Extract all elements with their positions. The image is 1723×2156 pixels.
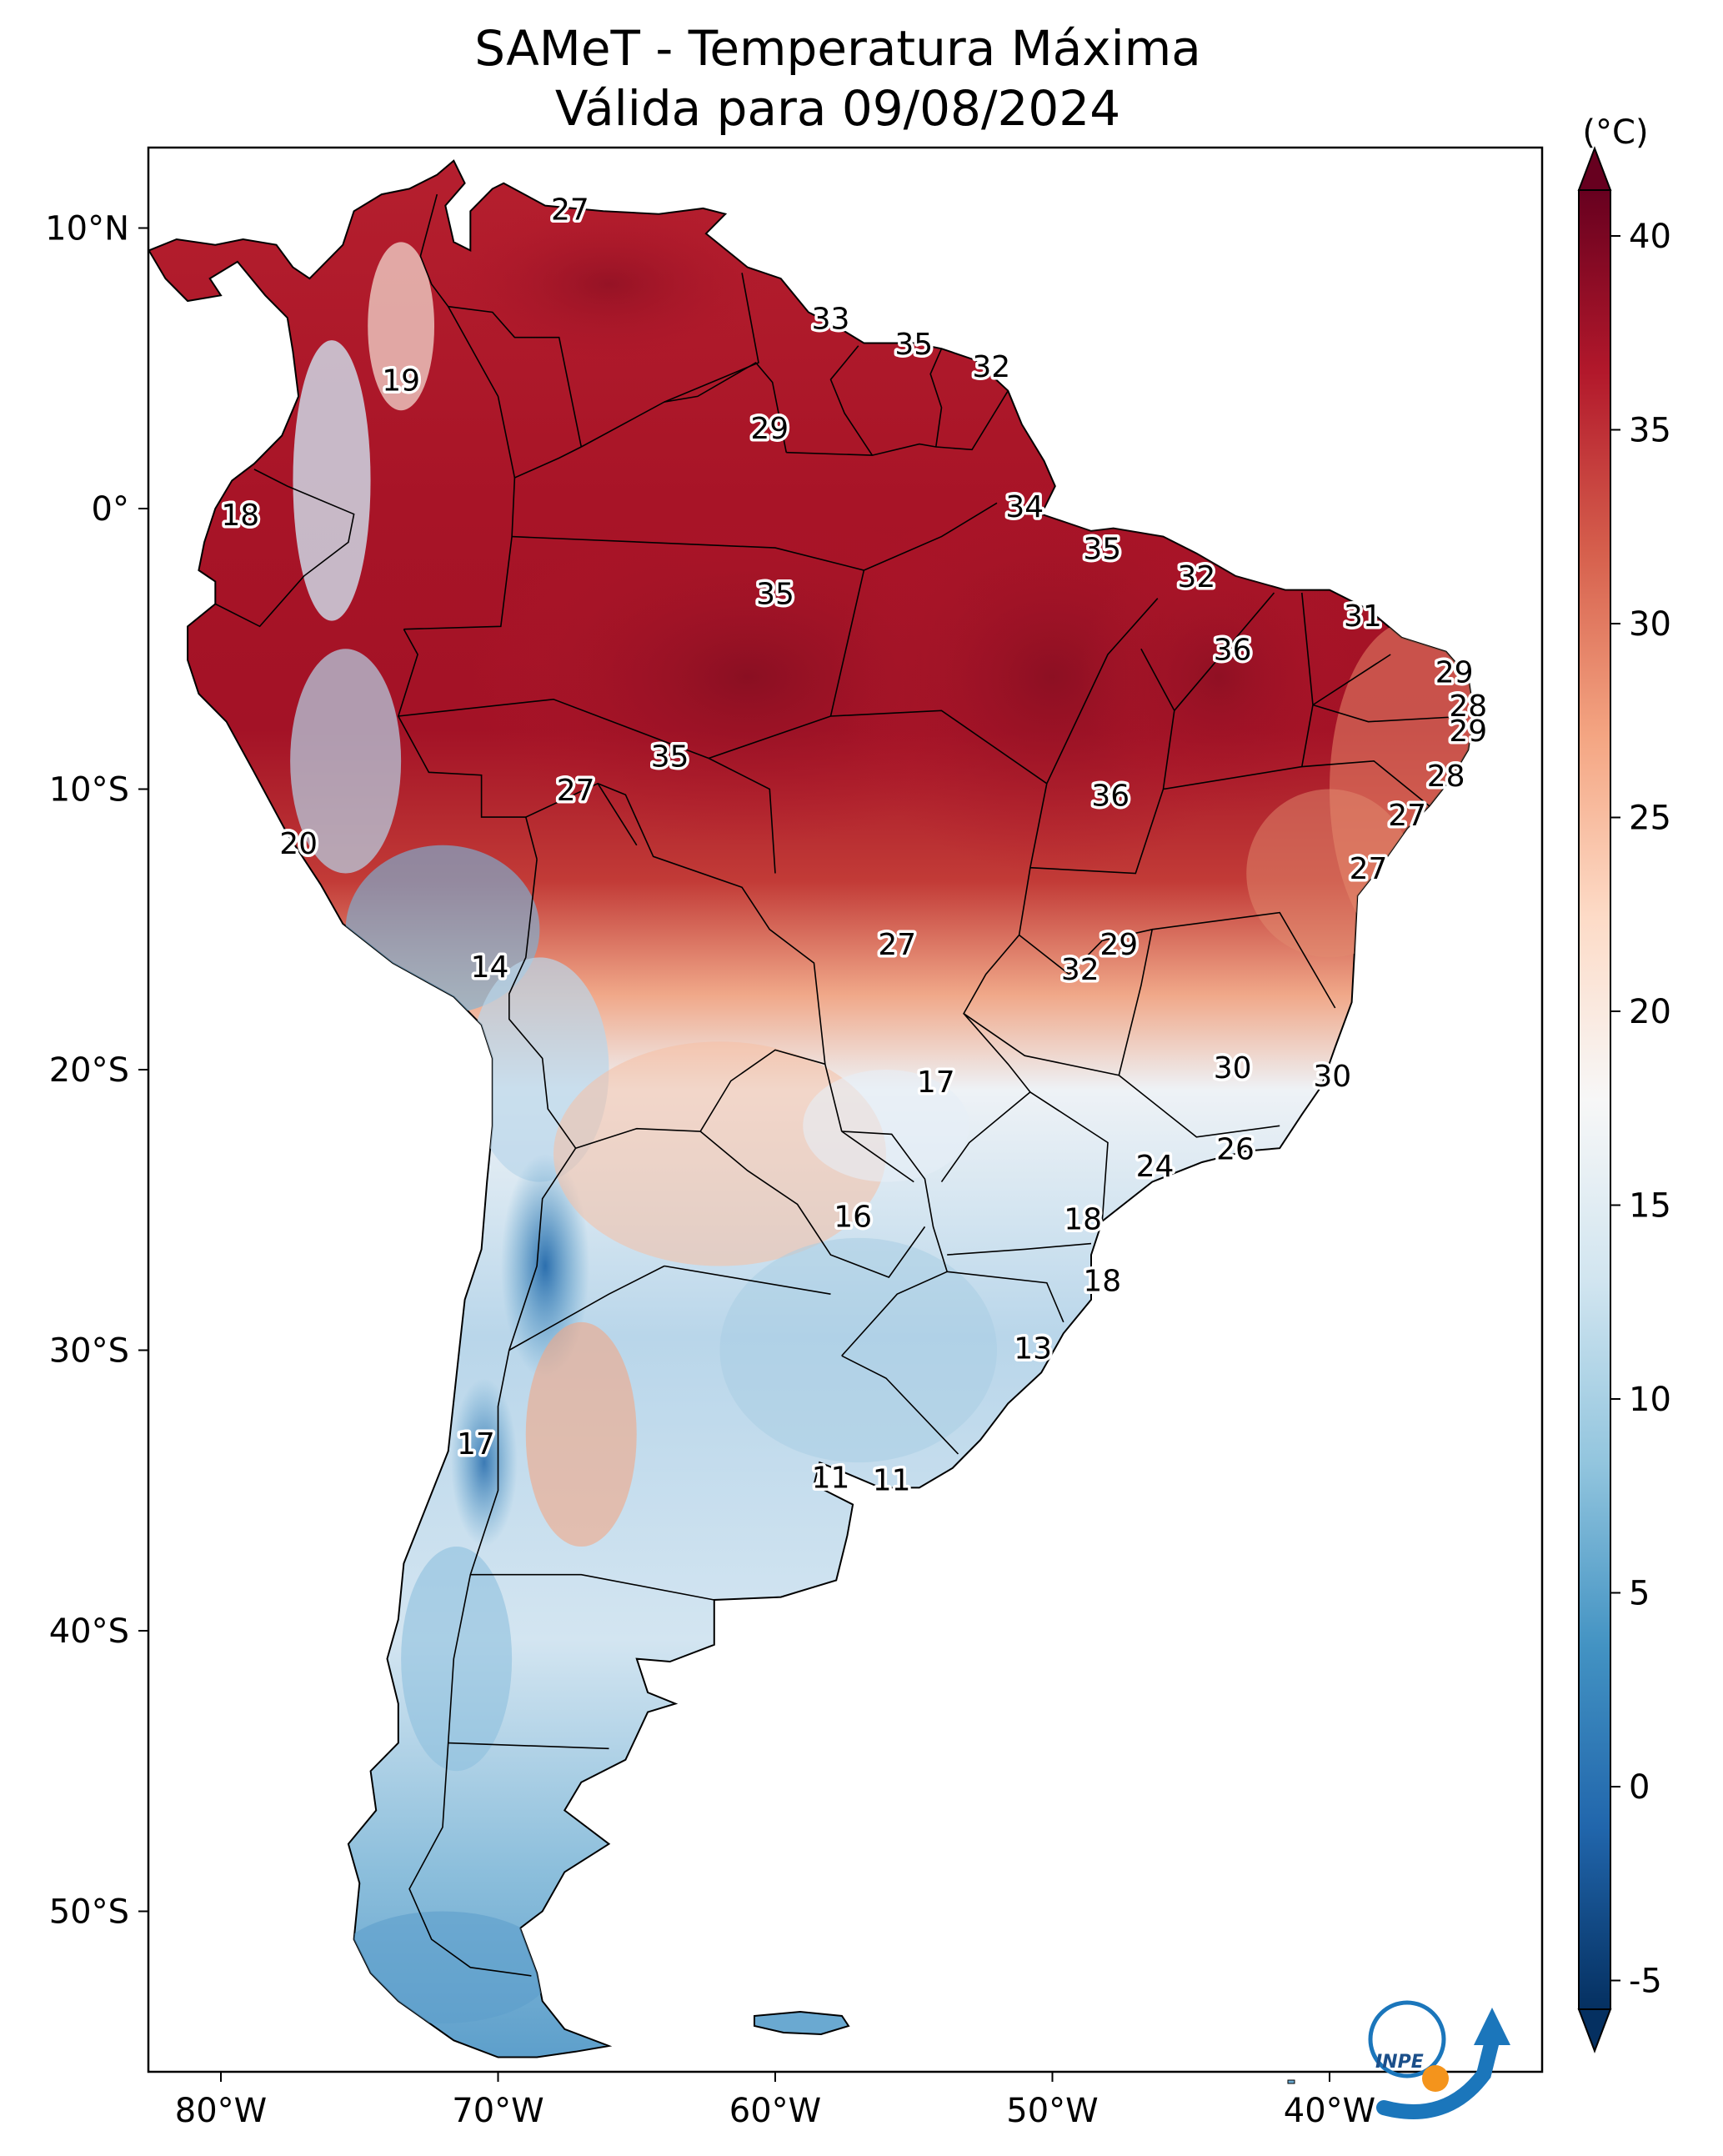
colorbar-body bbox=[1579, 190, 1610, 2009]
temperature-label: 29 bbox=[1449, 714, 1487, 749]
colorbar-tick-label: 20 bbox=[1629, 993, 1671, 1031]
longitude-label: 70°W bbox=[452, 2092, 543, 2130]
temperature-label: 35 bbox=[1083, 533, 1121, 567]
temperature-label: 30 bbox=[1214, 1051, 1252, 1086]
temperature-label: 11 bbox=[812, 1461, 850, 1495]
logo-arrow-icon bbox=[1376, 2033, 1500, 2119]
temperature-label: 16 bbox=[834, 1200, 872, 1234]
temperature-label: 17 bbox=[917, 1065, 955, 1100]
inpe-logo: INPE bbox=[1368, 2000, 1510, 2119]
temperature-label: 32 bbox=[1061, 953, 1099, 987]
colorbar-max-arrow-icon bbox=[1577, 146, 1612, 191]
temperature-label: 36 bbox=[1091, 780, 1129, 814]
temperature-label: 32 bbox=[1177, 560, 1215, 594]
temperature-label: 29 bbox=[1435, 656, 1474, 690]
country-state-borders bbox=[214, 193, 1469, 1977]
colorbar-tick-label: 0 bbox=[1629, 1768, 1650, 1807]
temperature-label: 11 bbox=[873, 1464, 911, 1498]
temperature-label: 18 bbox=[221, 499, 259, 533]
temperature-label: 27 bbox=[1350, 852, 1388, 886]
longitude-label: 50°W bbox=[1006, 2092, 1098, 2130]
temperature-label: 19 bbox=[382, 364, 420, 399]
temperature-label: 35 bbox=[756, 577, 794, 611]
latitude-label: 10°N bbox=[45, 210, 129, 248]
temperature-label: 29 bbox=[750, 412, 789, 446]
latitude-label: 40°S bbox=[49, 1612, 129, 1651]
temperature-label: 35 bbox=[894, 328, 933, 362]
temperature-label: 31 bbox=[1344, 599, 1382, 634]
latitude-label: 0° bbox=[92, 490, 129, 529]
temperature-label: 26 bbox=[1216, 1133, 1255, 1167]
longitude-label: 80°W bbox=[175, 2092, 267, 2130]
logo-arrowhead-icon bbox=[1474, 2008, 1510, 2045]
temperature-label: 36 bbox=[1214, 634, 1252, 668]
colorbar-tick-label: 15 bbox=[1629, 1187, 1671, 1226]
logo-sun-icon bbox=[1422, 2065, 1449, 2092]
logo-text: INPE bbox=[1375, 2052, 1424, 2073]
temperature-label: 27 bbox=[878, 928, 916, 962]
colorbar-tick-label: 35 bbox=[1629, 412, 1671, 450]
latitude-label: 30°S bbox=[49, 1332, 129, 1371]
colorbar-tick-label: 5 bbox=[1629, 1575, 1650, 1613]
temperature-label: 14 bbox=[471, 950, 509, 985]
temperature-label: 27 bbox=[551, 193, 589, 227]
temperature-label: 17 bbox=[457, 1427, 495, 1462]
map-title: SAMeT - Temperatura Máxima bbox=[474, 20, 1201, 77]
longitude-label: 40°W bbox=[1284, 2092, 1375, 2130]
temperature-label: 29 bbox=[1099, 928, 1138, 962]
temperature-label: 24 bbox=[1136, 1150, 1175, 1184]
temperature-label: 28 bbox=[1449, 689, 1487, 724]
temperature-label: 28 bbox=[1427, 760, 1465, 794]
temperature-label: 18 bbox=[1064, 1203, 1102, 1237]
latitude-label: 10°S bbox=[49, 771, 129, 810]
colorbar-min-arrow-icon bbox=[1577, 2008, 1612, 2053]
temperature-label: 30 bbox=[1313, 1060, 1351, 1094]
temperature-label: 27 bbox=[1388, 799, 1426, 833]
map-frame bbox=[147, 146, 1544, 2073]
temperature-label: 27 bbox=[557, 774, 595, 808]
colorbar: (°C) 40 35 30 25 20 15 10 5 0 -5 bbox=[1577, 113, 1671, 2053]
logo-ring-icon bbox=[1368, 2000, 1446, 2078]
temperature-label: 13 bbox=[1014, 1332, 1052, 1366]
longitude-label: 60°W bbox=[729, 2092, 821, 2130]
longitude-axis: 80°W 70°W 60°W 50°W 40°W bbox=[175, 2072, 1375, 2130]
temperature-label: 32 bbox=[972, 350, 1010, 384]
map-subtitle: Válida para 09/08/2024 bbox=[555, 80, 1120, 137]
colorbar-unit: (°C) bbox=[1582, 113, 1648, 152]
colorbar-tick-label: -5 bbox=[1629, 1963, 1662, 2001]
temperature-label: 18 bbox=[1083, 1265, 1121, 1299]
temperature-label: 33 bbox=[812, 303, 850, 337]
colorbar-tick-label: 30 bbox=[1629, 605, 1671, 644]
temperature-label: 35 bbox=[651, 740, 689, 775]
temperature-label: 34 bbox=[1005, 490, 1044, 524]
latitude-label: 20°S bbox=[49, 1051, 129, 1090]
latitude-axis: 10°N 0° 10°S 20°S 30°S 40°S 50°S bbox=[45, 210, 148, 1932]
colorbar-tick-label: 25 bbox=[1629, 800, 1671, 838]
latitude-label: 50°S bbox=[49, 1893, 129, 1932]
temperature-label: 20 bbox=[279, 827, 318, 861]
colorbar-tick-label: 10 bbox=[1629, 1381, 1671, 1419]
falkland-islands bbox=[754, 2010, 850, 2036]
colorbar-tick-label: 40 bbox=[1629, 218, 1671, 256]
